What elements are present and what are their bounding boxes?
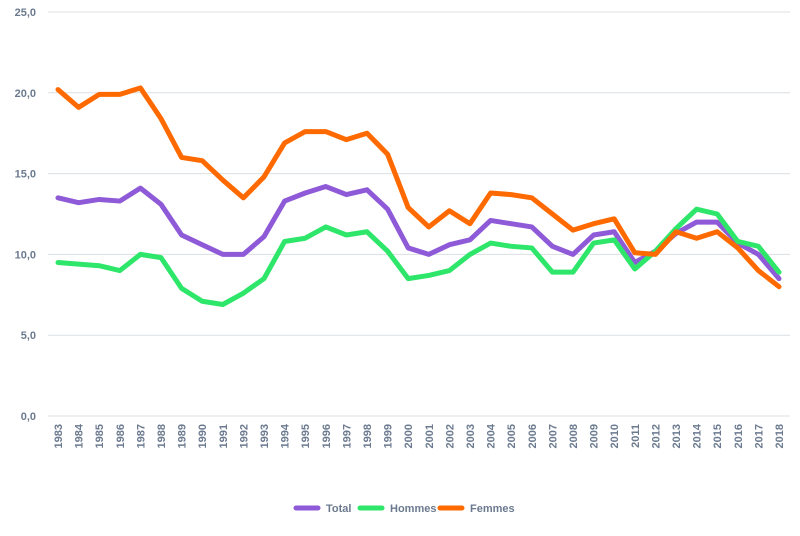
x-tick-label: 2004 bbox=[486, 423, 498, 448]
x-tick-label: 1998 bbox=[362, 424, 374, 448]
y-tick-label: 25,0 bbox=[15, 7, 36, 19]
legend-label-femmes: Femmes bbox=[470, 503, 515, 515]
x-tick-label: 2018 bbox=[774, 424, 786, 448]
gridlines bbox=[48, 11, 790, 417]
x-tick-label: 1993 bbox=[259, 424, 271, 448]
x-tick-label: 2000 bbox=[403, 424, 415, 448]
y-tick-label: 5,0 bbox=[21, 330, 36, 342]
legend: Total Hommes Femmes bbox=[293, 503, 515, 515]
series-line-hommes bbox=[55, 206, 782, 307]
x-tick-label: 2013 bbox=[671, 424, 683, 448]
x-tick-label: 1994 bbox=[280, 423, 292, 448]
legend-label-hommes: Hommes bbox=[390, 503, 436, 515]
x-tick-label: 2012 bbox=[650, 424, 662, 448]
y-tick-label: 0,0 bbox=[21, 411, 36, 423]
x-tick-label: 1989 bbox=[177, 424, 189, 448]
x-tick-label: 2011 bbox=[630, 424, 642, 448]
y-tick-label: 15,0 bbox=[15, 169, 36, 181]
x-tick-label: 1992 bbox=[238, 424, 250, 448]
x-tick-label: 1984 bbox=[74, 423, 86, 448]
x-tick-label: 2016 bbox=[733, 424, 745, 448]
x-tick-label: 1996 bbox=[321, 424, 333, 448]
y-axis-ticks: 0,0 5,0 10,0 15,0 20,0 25,0 bbox=[15, 7, 36, 423]
x-tick-label: 1988 bbox=[156, 424, 168, 448]
x-axis-ticks: 1983 1984 1985 1986 1987 1988 1989 1990 1991 1992… bbox=[53, 423, 786, 448]
x-tick-label: 2015 bbox=[712, 424, 724, 448]
x-tick-label: 2014 bbox=[692, 423, 704, 448]
y-tick-label: 10,0 bbox=[15, 249, 36, 261]
x-tick-label: 1985 bbox=[94, 424, 106, 448]
x-tick-label: 1986 bbox=[115, 424, 127, 448]
x-tick-label: 1997 bbox=[341, 424, 353, 448]
x-tick-label: 1983 bbox=[53, 424, 65, 448]
series-lines bbox=[55, 85, 782, 307]
x-tick-label: 2006 bbox=[527, 424, 539, 448]
x-tick-label: 2005 bbox=[506, 424, 518, 448]
x-tick-label: 2003 bbox=[465, 424, 477, 448]
x-tick-label: 2007 bbox=[547, 424, 559, 448]
x-tick-label: 2001 bbox=[424, 424, 436, 448]
series-line-femmes bbox=[55, 85, 782, 290]
x-tick-label: 2008 bbox=[568, 424, 580, 448]
x-tick-label: 2017 bbox=[753, 424, 765, 448]
x-tick-label: 1987 bbox=[135, 424, 147, 448]
x-tick-label: 1995 bbox=[300, 424, 312, 448]
x-tick-label: 2002 bbox=[444, 424, 456, 448]
x-tick-label: 2010 bbox=[609, 424, 621, 448]
x-tick-label: 1999 bbox=[383, 424, 395, 448]
y-tick-label: 20,0 bbox=[15, 88, 36, 100]
x-tick-label: 1990 bbox=[197, 424, 209, 448]
x-tick-label: 1991 bbox=[218, 424, 230, 448]
x-tick-label: 2009 bbox=[589, 424, 601, 448]
legend-label-total: Total bbox=[326, 503, 351, 515]
